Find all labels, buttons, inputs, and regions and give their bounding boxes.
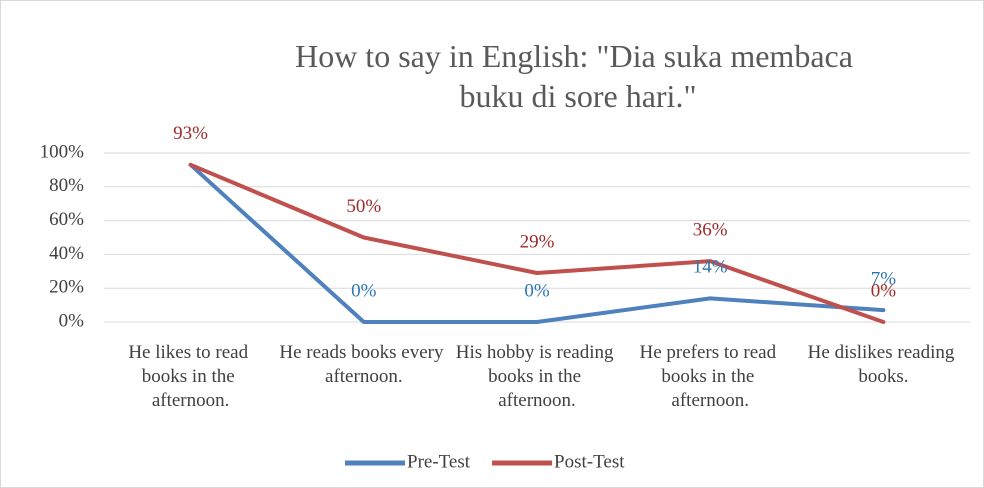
data-label: 36% [693,220,728,241]
series-line [188,162,886,324]
legend-label: Post-Test [554,451,625,472]
data-label: 14% [693,257,728,278]
data-label: 7% [871,269,897,290]
data-label: 0% [871,280,897,301]
data-label: 29% [520,231,555,252]
y-tick-label: 80% [49,175,84,196]
data-label: 0% [524,280,550,301]
y-tick-label: 20% [49,277,84,298]
y-tick-label: 60% [49,209,84,230]
x-tick-label: He reads books every afternoon. [279,342,448,387]
data-label: 93% [173,123,208,144]
x-tick-label: His hobby is reading books in the aftern… [456,342,619,411]
chart-title: How to say in English: "Dia suka membaca… [295,38,861,114]
y-tick-label: 40% [49,243,84,264]
legend-label: Pre-Test [407,451,471,472]
x-tick-label: He likes to read books in the afternoon. [128,342,253,411]
data-label: 0% [351,280,377,301]
y-tick-label: 100% [40,141,85,162]
x-tick-label: He dislikes reading books. [808,342,959,387]
y-tick-label: 0% [59,310,85,331]
series-line [188,162,886,324]
x-tick-label: He prefers to read books in the afternoo… [640,342,781,411]
data-label: 50% [346,196,381,217]
